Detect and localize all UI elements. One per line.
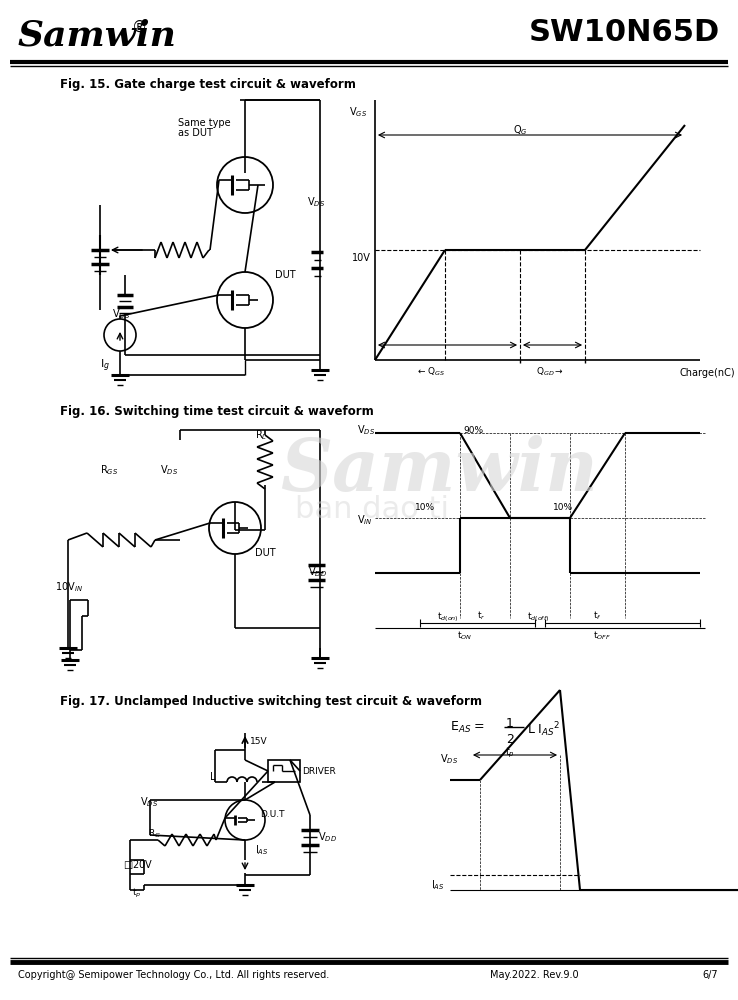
Text: Q$_G$: Q$_G$ bbox=[513, 123, 528, 137]
Text: Copyright@ Semipower Technology Co., Ltd. All rights reserved.: Copyright@ Semipower Technology Co., Ltd… bbox=[18, 970, 329, 980]
Text: Fig. 15. Gate charge test circuit & waveform: Fig. 15. Gate charge test circuit & wave… bbox=[60, 78, 356, 91]
Text: I$_{AS}$: I$_{AS}$ bbox=[431, 878, 445, 892]
Text: D.U.T: D.U.T bbox=[260, 810, 285, 819]
Text: DRIVER: DRIVER bbox=[302, 767, 336, 776]
Text: $\leftarrow$Q$_{GS}$: $\leftarrow$Q$_{GS}$ bbox=[415, 366, 444, 378]
Text: R$_L$: R$_L$ bbox=[255, 428, 267, 442]
Text: V$_{DD}$: V$_{DD}$ bbox=[308, 565, 327, 579]
Text: t$_f$: t$_f$ bbox=[593, 610, 601, 622]
Text: R$_{GS}$: R$_{GS}$ bbox=[100, 463, 118, 477]
Text: DUT: DUT bbox=[275, 270, 296, 280]
Text: t$_p$: t$_p$ bbox=[505, 746, 515, 760]
Text: ban dao ti: ban dao ti bbox=[295, 495, 449, 524]
Text: Q$_{GD}\rightarrow$: Q$_{GD}\rightarrow$ bbox=[536, 366, 564, 378]
Text: I$_{AS}$: I$_{AS}$ bbox=[255, 843, 269, 857]
Text: E$_{AS}$ =: E$_{AS}$ = bbox=[450, 720, 485, 735]
Text: V$_{DS}$: V$_{DS}$ bbox=[440, 752, 458, 766]
Text: 10V: 10V bbox=[352, 253, 371, 263]
Text: t$_{ON}$: t$_{ON}$ bbox=[457, 629, 472, 642]
Text: L I$_{AS}$$^{2}$: L I$_{AS}$$^{2}$ bbox=[527, 720, 560, 739]
Text: Samwin: Samwin bbox=[280, 434, 598, 506]
Text: t$_{OFF}$: t$_{OFF}$ bbox=[593, 629, 611, 642]
Text: V$_{IN}$: V$_{IN}$ bbox=[357, 513, 373, 527]
Text: V$_{DS}$: V$_{DS}$ bbox=[357, 423, 375, 437]
Text: ®: ® bbox=[132, 20, 148, 35]
Text: R$_G$: R$_G$ bbox=[148, 828, 161, 840]
Text: V$_{GS}$: V$_{GS}$ bbox=[112, 307, 130, 321]
Text: Fig. 16. Switching time test circuit & waveform: Fig. 16. Switching time test circuit & w… bbox=[60, 405, 373, 418]
Text: Fig. 17. Unclamped Inductive switching test circuit & waveform: Fig. 17. Unclamped Inductive switching t… bbox=[60, 695, 482, 708]
Text: DUT: DUT bbox=[255, 548, 275, 558]
Text: 90%: 90% bbox=[463, 426, 483, 435]
Text: 10%: 10% bbox=[553, 503, 573, 512]
Text: V$_{DS}$: V$_{DS}$ bbox=[160, 463, 178, 477]
Text: May.2022. Rev.9.0: May.2022. Rev.9.0 bbox=[490, 970, 579, 980]
Text: Samwin: Samwin bbox=[18, 18, 177, 52]
Text: V$_{DS}$: V$_{DS}$ bbox=[140, 795, 158, 809]
Text: L: L bbox=[210, 772, 215, 782]
Text: $□$20V: $□$20V bbox=[123, 858, 154, 871]
Text: 15V: 15V bbox=[250, 737, 268, 746]
Text: 6/7: 6/7 bbox=[703, 970, 718, 980]
Text: 10%: 10% bbox=[415, 503, 435, 512]
Text: I$_g$: I$_g$ bbox=[100, 358, 110, 374]
Text: 2: 2 bbox=[506, 733, 514, 746]
Text: SW10N65D: SW10N65D bbox=[528, 18, 720, 47]
Text: 10V$_{IN}$: 10V$_{IN}$ bbox=[55, 580, 83, 594]
Text: V$_{GS}$: V$_{GS}$ bbox=[349, 105, 367, 119]
Text: Same type: Same type bbox=[178, 118, 230, 128]
Text: Charge(nC): Charge(nC) bbox=[680, 368, 736, 378]
Text: as DUT: as DUT bbox=[178, 128, 213, 138]
Text: V$_{DS}$: V$_{DS}$ bbox=[307, 195, 325, 209]
Text: t$_{d(on)}$: t$_{d(on)}$ bbox=[437, 610, 459, 624]
Text: 1: 1 bbox=[506, 717, 514, 730]
Text: t$_r$: t$_r$ bbox=[477, 610, 486, 622]
Text: V$_{DD}$: V$_{DD}$ bbox=[318, 830, 337, 844]
Bar bbox=[268, 760, 300, 782]
Text: t$_p$: t$_p$ bbox=[132, 887, 142, 900]
Text: t$_{d(off)}$: t$_{d(off)}$ bbox=[527, 610, 549, 624]
